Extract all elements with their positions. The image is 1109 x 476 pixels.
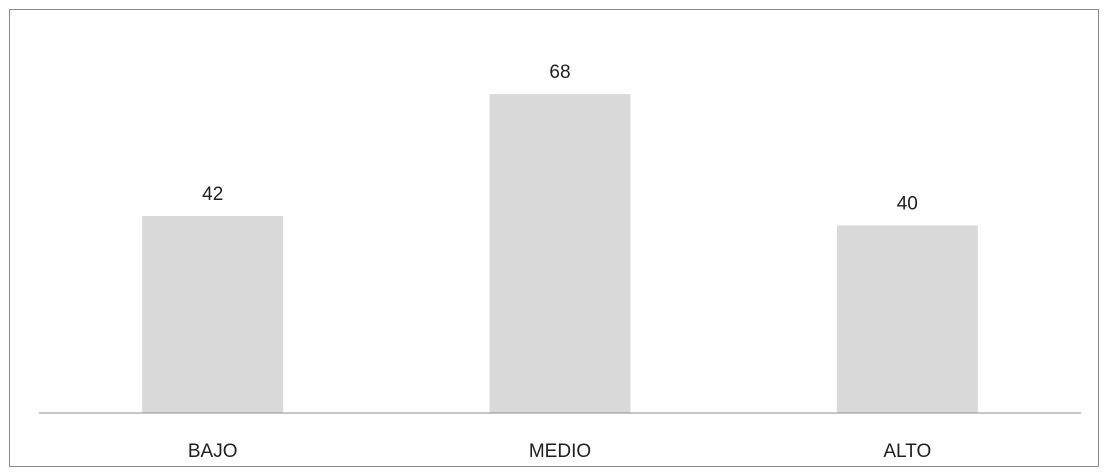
x-tick-label-bajo: BAJO (188, 441, 238, 462)
x-tick-labels: BAJO MEDIO ALTO (188, 441, 931, 462)
value-label-medio: 68 (549, 62, 570, 83)
bar-medio (489, 94, 631, 413)
bars-group (142, 94, 978, 413)
value-label-bajo: 42 (202, 184, 223, 205)
x-tick-label-medio: MEDIO (529, 441, 591, 462)
bar-bajo (142, 216, 284, 413)
bar-alto (836, 225, 978, 413)
value-labels-group: 42 68 40 (202, 62, 918, 214)
value-label-alto: 40 (897, 193, 918, 214)
x-tick-label-alto: ALTO (883, 441, 931, 462)
